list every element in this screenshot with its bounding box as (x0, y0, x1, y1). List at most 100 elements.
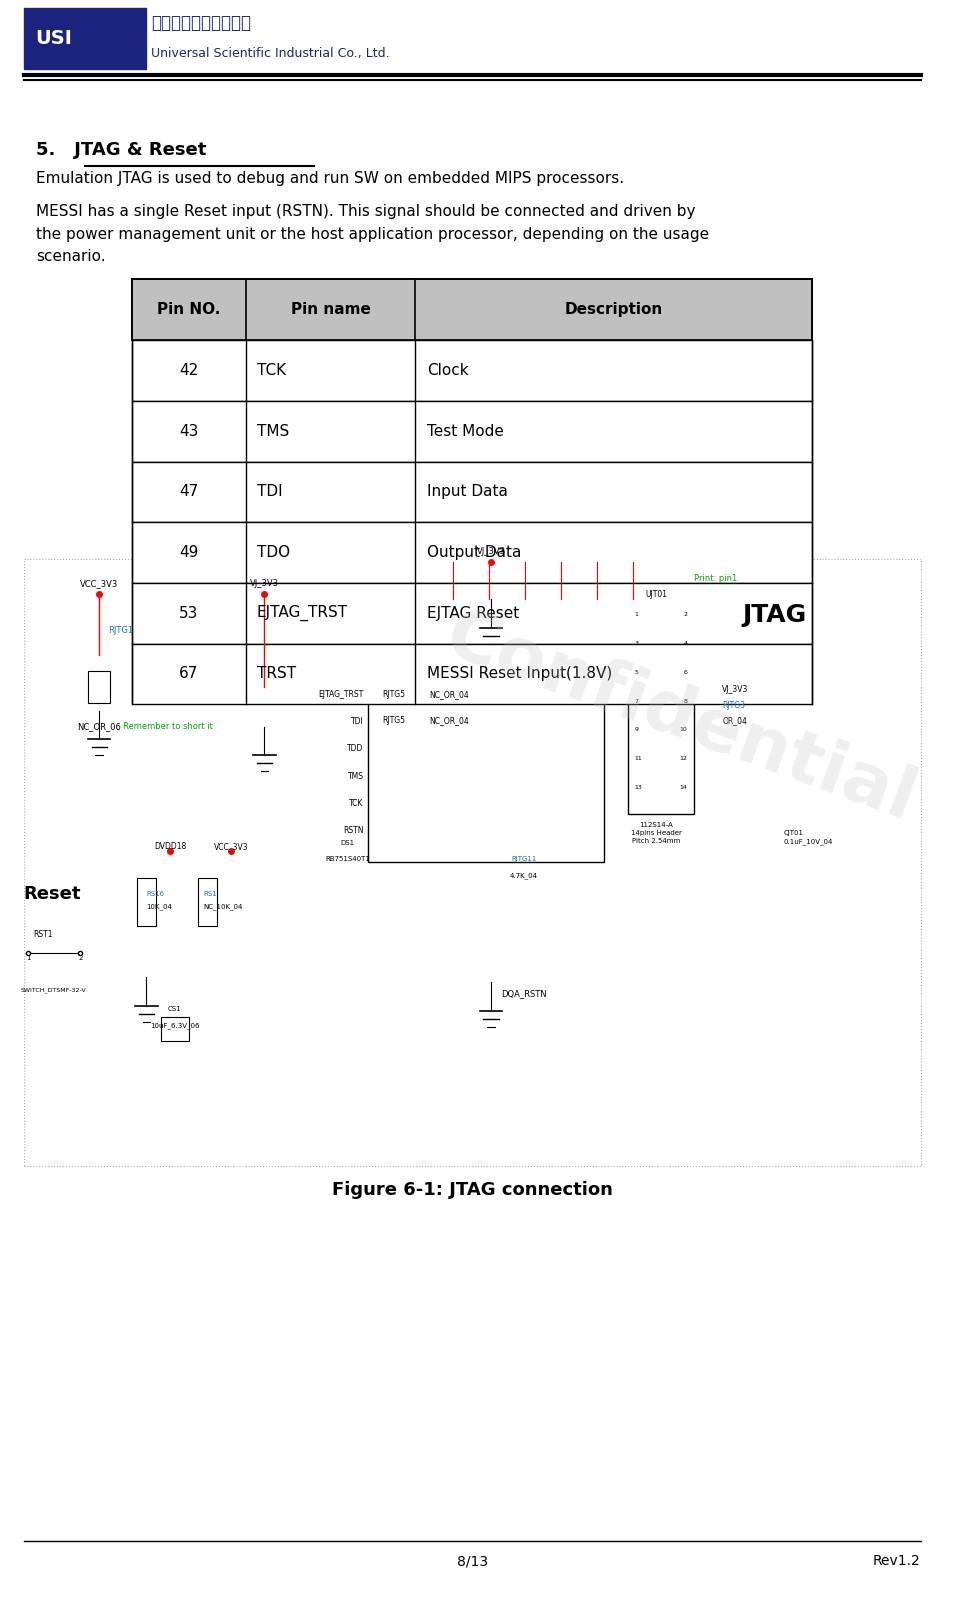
Text: USI: USI (35, 29, 72, 48)
Bar (198, 878, 217, 926)
Text: TMS: TMS (257, 423, 289, 439)
Text: TDD: TDD (347, 744, 363, 754)
Text: OR_04: OR_04 (722, 715, 747, 725)
Text: CJT01
0.1uF_10V_04: CJT01 0.1uF_10V_04 (784, 830, 833, 845)
Bar (368, 655, 605, 862)
Text: CS1: CS1 (168, 1006, 182, 1012)
Text: 112S14-A
14pins Header
Pitch 2.54mm: 112S14-A 14pins Header Pitch 2.54mm (631, 822, 682, 845)
Text: 8: 8 (684, 698, 688, 704)
Text: 12: 12 (680, 755, 688, 762)
Bar (592, 599, 602, 679)
Text: JTAG: JTAG (743, 602, 806, 628)
Text: 47: 47 (179, 484, 198, 500)
Text: 43: 43 (179, 423, 198, 439)
Text: RST1: RST1 (33, 929, 53, 939)
Text: TRST: TRST (257, 666, 296, 682)
Bar (628, 599, 637, 679)
Text: NC_OR_04: NC_OR_04 (430, 690, 469, 699)
Text: 1: 1 (634, 612, 638, 618)
Bar (132, 401, 812, 462)
Text: Rev1.2: Rev1.2 (872, 1554, 920, 1568)
Text: 10: 10 (680, 727, 688, 733)
Text: VJ_3V3: VJ_3V3 (477, 546, 505, 556)
Text: EJTAG Reset: EJTAG Reset (427, 605, 519, 621)
Bar (132, 340, 812, 401)
Text: 67: 67 (179, 666, 198, 682)
Text: 1: 1 (26, 955, 30, 961)
Bar (132, 583, 812, 644)
Text: Confidential: Confidential (435, 602, 924, 835)
Text: Clock: Clock (427, 363, 468, 378)
Text: VJ_3V3: VJ_3V3 (250, 578, 278, 588)
Bar (556, 599, 566, 679)
Text: RJTG3: RJTG3 (722, 701, 745, 711)
Text: Test Mode: Test Mode (427, 423, 504, 439)
Text: RB751S40T1: RB751S40T1 (325, 856, 370, 862)
Bar (88, 671, 110, 703)
Text: 4.7K_04: 4.7K_04 (510, 872, 538, 878)
Text: RSTN: RSTN (343, 826, 363, 835)
Text: 5: 5 (634, 669, 638, 676)
Bar (23, 8, 147, 69)
Text: Output Data: Output Data (427, 545, 521, 561)
Text: DS1: DS1 (340, 840, 355, 846)
Text: 9: 9 (634, 727, 639, 733)
Text: NC_10K_04: NC_10K_04 (203, 904, 242, 910)
Text: NC_OR_06: NC_OR_06 (77, 722, 121, 731)
Text: MESSI Reset Input(1.8V): MESSI Reset Input(1.8V) (427, 666, 612, 682)
Text: 2: 2 (684, 612, 688, 618)
Text: VCC_3V3: VCC_3V3 (214, 842, 249, 851)
Text: RS16: RS16 (147, 891, 164, 898)
Text: 14: 14 (680, 784, 688, 791)
Text: Input Data: Input Data (427, 484, 508, 500)
Text: RJTG11: RJTG11 (511, 856, 536, 862)
Text: Figure 6-1: JTAG connection: Figure 6-1: JTAG connection (332, 1180, 613, 1199)
Bar (160, 1017, 189, 1041)
Text: VJ_3V3: VJ_3V3 (722, 685, 748, 695)
Text: Description: Description (565, 302, 663, 318)
Text: 5.   JTAG & Reset: 5. JTAG & Reset (36, 141, 206, 158)
Text: Emulation JTAG is used to debug and run SW on embedded MIPS processors.: Emulation JTAG is used to debug and run … (36, 171, 624, 185)
Bar (23, 559, 920, 1166)
Text: NC_OR_04: NC_OR_04 (430, 715, 469, 725)
Text: TCK: TCK (257, 363, 286, 378)
Text: MESSI has a single Reset input (RSTN). This signal should be connected and drive: MESSI has a single Reset input (RSTN). T… (36, 204, 709, 264)
Text: 環隆電氣股份有限公司: 環隆電氣股份有限公司 (151, 14, 251, 32)
Bar (137, 878, 155, 926)
Text: TMS: TMS (348, 771, 363, 781)
Text: UJT01: UJT01 (645, 589, 667, 599)
Text: 53: 53 (179, 605, 198, 621)
Bar (448, 599, 458, 679)
Text: 6: 6 (684, 669, 688, 676)
Text: 42: 42 (179, 363, 198, 378)
Bar (485, 599, 493, 679)
Text: Pin NO.: Pin NO. (157, 302, 221, 318)
Text: 13: 13 (634, 784, 643, 791)
Text: VCC_3V3: VCC_3V3 (80, 578, 118, 588)
Text: TDI: TDI (257, 484, 282, 500)
Text: RJTG1: RJTG1 (108, 626, 134, 636)
Text: TDI: TDI (351, 717, 363, 727)
Bar (628, 607, 694, 814)
Text: 11: 11 (634, 755, 642, 762)
Bar (132, 279, 812, 340)
Text: 2: 2 (78, 955, 82, 961)
Text: Remember to short it: Remember to short it (123, 722, 213, 731)
Text: 7: 7 (634, 698, 639, 704)
Bar (132, 462, 812, 522)
Text: Print: pin1: Print: pin1 (694, 573, 738, 583)
Text: EJTAG_TRST: EJTAG_TRST (257, 605, 348, 621)
Text: RJTG5: RJTG5 (382, 690, 405, 699)
Bar (521, 599, 530, 679)
Text: Reset: Reset (23, 885, 81, 904)
Bar (132, 644, 812, 704)
Text: DQA_RSTN: DQA_RSTN (501, 989, 547, 998)
Text: Pin name: Pin name (290, 302, 370, 318)
Text: DVDD18: DVDD18 (153, 842, 186, 851)
Text: 4: 4 (684, 640, 688, 647)
Text: RJTG5: RJTG5 (382, 715, 405, 725)
Text: 49: 49 (179, 545, 198, 561)
Bar (132, 522, 812, 583)
Text: TCK: TCK (349, 798, 363, 808)
Text: RS1: RS1 (203, 891, 217, 898)
